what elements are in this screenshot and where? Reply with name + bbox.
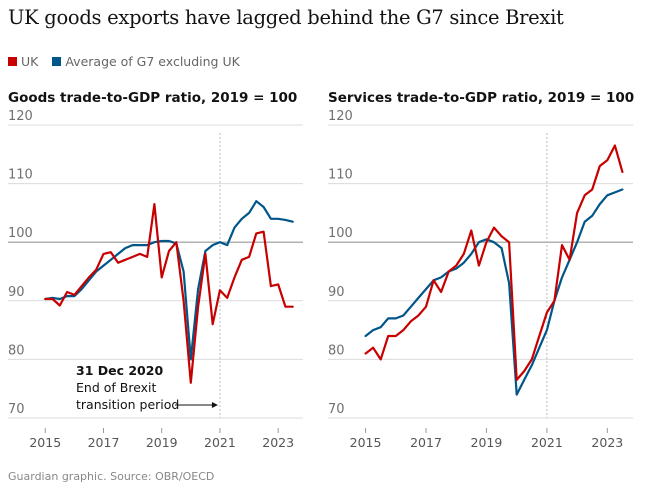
services-ytick-label: 120 [328, 109, 353, 124]
goods-xtick-label: 2015 [29, 435, 61, 450]
legend-label-g7: Average of G7 excluding UK [65, 54, 240, 69]
goods-xtick-label: 2023 [262, 435, 294, 450]
goods-ytick-label: 100 [8, 226, 33, 241]
legend-item-uk: UK [8, 54, 38, 69]
annotation-date: 31 Dec 2020 [76, 363, 163, 378]
goods-chart: 70 80 90 100 110 120 2015 2017 2019 2021 2023 31 De… [8, 109, 303, 450]
legend-swatch-uk [8, 57, 17, 66]
goods-xtick-label: 2021 [204, 435, 236, 450]
goods-chart-title: Goods trade-to-GDP ratio, 2019 = 100 [8, 90, 298, 106]
legend: UK Average of G7 excluding UK [8, 54, 254, 69]
legend-swatch-g7 [52, 57, 62, 66]
services-ytick-label: 100 [328, 226, 353, 241]
annotation-arrow-head [211, 402, 218, 408]
services-ytick-label: 80 [328, 343, 345, 358]
services-ytick-label: 90 [328, 285, 345, 300]
services-chart-title: Services trade-to-GDP ratio, 2019 = 100 [328, 90, 635, 106]
services-xtick-label: 2019 [471, 435, 503, 450]
goods-ytick-label: 70 [8, 402, 25, 417]
goods-xtick-label: 2019 [146, 435, 178, 450]
services-xtick-label: 2023 [591, 435, 623, 450]
services-ytick-label: 70 [328, 402, 345, 417]
goods-ytick-label: 120 [8, 109, 33, 124]
goods-xtick-label: 2017 [88, 435, 120, 450]
services-series-line-g7 [364, 188, 624, 396]
page-title: UK goods exports have lagged behind the … [8, 6, 564, 29]
goods-series-line-g7 [44, 200, 294, 361]
services-xtick-label: 2015 [350, 435, 382, 450]
services-series-line-uk [364, 144, 624, 381]
goods-ytick-label: 90 [8, 285, 25, 300]
goods-ytick-label: 80 [8, 343, 25, 358]
source-note: Guardian graphic. Source: OBR/OECD [8, 470, 215, 483]
goods-ytick-label: 110 [8, 168, 33, 183]
annotation-line2: transition period [76, 397, 179, 412]
services-xtick-label: 2021 [531, 435, 563, 450]
services-xtick-label: 2017 [410, 435, 442, 450]
services-ytick-label: 110 [328, 168, 353, 183]
services-chart: 70 80 90 100 110 120 2015 2017 2019 2021 2023 [328, 109, 633, 450]
goods-series-line-uk [44, 203, 294, 384]
legend-item-g7: Average of G7 excluding UK [52, 54, 240, 69]
annotation-line1: End of Brexit [76, 380, 157, 395]
legend-label-uk: UK [21, 54, 39, 69]
